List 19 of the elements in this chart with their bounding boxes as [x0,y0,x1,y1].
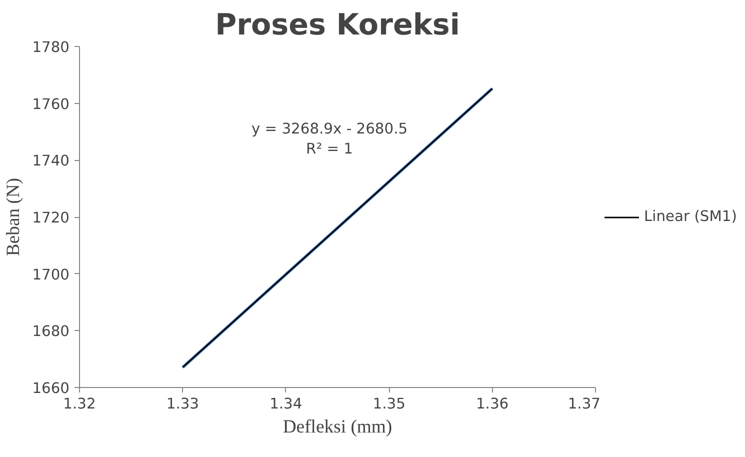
y-axis-title: Beban (N) [3,178,24,256]
y-tick-label: 1740 [32,152,70,170]
y-tick-label: 1780 [32,39,70,56]
legend-label: Linear (SM1) [644,208,737,225]
x-tick-label: 1.37 [568,396,601,412]
x-tick-label: 1.34 [270,396,302,412]
x-tick-label: 1.35 [372,396,406,412]
annotation: R² = 1 [306,140,353,158]
y-tick-label: 1680 [32,323,70,340]
y-tick-label: 1760 [32,96,70,113]
y-tick-label: 1660 [32,380,70,397]
chart-title: Proses Koreksi [215,8,460,42]
x-tick-label: 1.32 [63,396,96,412]
x-tick-label: 1.33 [166,396,200,412]
annotation: y = 3268.9x - 2680.5 [251,120,408,138]
x-tick-label: 1.36 [476,396,509,412]
y-tick-label: 1700 [32,266,70,284]
x-axis-title: Defleksi (mm) [282,416,392,438]
y-tick-label: 1720 [32,210,70,226]
